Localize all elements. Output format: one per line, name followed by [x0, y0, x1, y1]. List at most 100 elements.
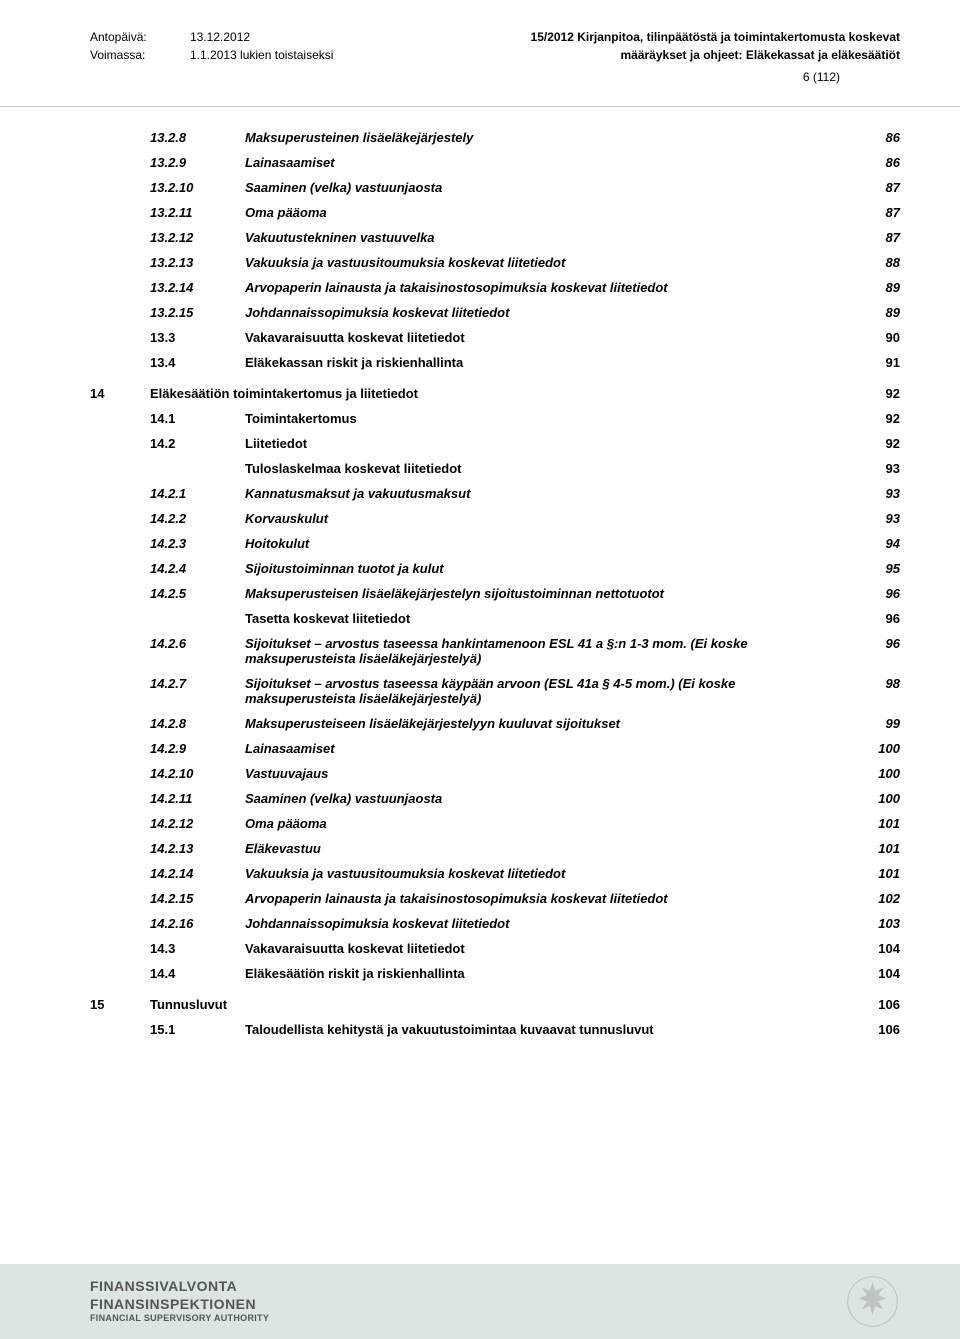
- toc-page-number: 96: [855, 611, 900, 626]
- toc-section-number: 15.1: [150, 1022, 245, 1037]
- toc-row: Tasetta koskevat liitetiedot96: [90, 606, 900, 631]
- toc-page-number: 96: [855, 636, 900, 651]
- toc-section-number: 14.2.14: [150, 866, 245, 881]
- footer-seal-icon: [845, 1274, 900, 1329]
- toc-page-number: 87: [855, 230, 900, 245]
- footer-line2: FINANSINSPEKTIONEN: [90, 1296, 269, 1314]
- footer-line3: FINANCIAL SUPERVISORY AUTHORITY: [90, 1313, 269, 1324]
- toc-page-number: 98: [855, 676, 900, 691]
- toc-page-number: 100: [855, 741, 900, 756]
- toc-row: 13.4Eläkekassan riskit ja riskienhallint…: [90, 350, 900, 375]
- toc-page-number: 101: [855, 841, 900, 856]
- toc-title: Vakavaraisuutta koskevat liitetiedot: [245, 330, 855, 345]
- toc-title: Vastuuvajaus: [245, 766, 855, 781]
- toc-page-number: 106: [855, 1022, 900, 1037]
- toc-page-number: 101: [855, 866, 900, 881]
- toc-section-number: 13.2.14: [150, 280, 245, 295]
- toc-title: Korvauskulut: [245, 511, 855, 526]
- toc-section-number: 14.2.9: [150, 741, 245, 756]
- toc-title: Hoitokulut: [245, 536, 855, 551]
- toc-row: 14.2.13Eläkevastuu101: [90, 836, 900, 861]
- toc-section-number: 14.1: [150, 411, 245, 426]
- toc-page-number: 93: [855, 486, 900, 501]
- toc-row: 14.2.14Vakuuksia ja vastuusitoumuksia ko…: [90, 861, 900, 886]
- toc-title: Arvopaperin lainausta ja takaisinostosop…: [245, 280, 855, 295]
- page-indicator: 6 (112): [90, 68, 900, 86]
- toc-title: Liitetiedot: [245, 436, 855, 451]
- toc-section-number: 14.2.11: [150, 791, 245, 806]
- toc-section-number: 13.3: [150, 330, 245, 345]
- toc-section-number: 14.2: [150, 436, 245, 451]
- toc-page-number: 94: [855, 536, 900, 551]
- toc-title: Johdannaissopimuksia koskevat liitetiedo…: [245, 916, 855, 931]
- doc-title-line1: 15/2012 Kirjanpitoa, tilinpäätöstä ja to…: [390, 28, 900, 46]
- toc-title: Maksuperusteiseen lisäeläkejärjestelyyn …: [245, 716, 855, 731]
- toc-page-number: 92: [855, 386, 900, 401]
- toc-section-number: 13.2.13: [150, 255, 245, 270]
- toc-title: Kannatusmaksut ja vakuutusmaksut: [245, 486, 855, 501]
- toc-row: 15.1Taloudellista kehitystä ja vakuutust…: [90, 1017, 900, 1042]
- table-of-contents: 13.2.8Maksuperusteinen lisäeläkejärjeste…: [0, 125, 960, 1042]
- toc-section-number: 13.2.15: [150, 305, 245, 320]
- toc-page-number: 95: [855, 561, 900, 576]
- toc-chapter-number: 15: [90, 997, 150, 1012]
- toc-title: Vakuuksia ja vastuusitoumuksia koskevat …: [245, 255, 855, 270]
- toc-section-number: 13.2.11: [150, 205, 245, 220]
- toc-row: 13.2.14Arvopaperin lainausta ja takaisin…: [90, 275, 900, 300]
- toc-section-number: 14.2.8: [150, 716, 245, 731]
- toc-row: 14.2Liitetiedot92: [90, 431, 900, 456]
- toc-chapter-number: 14: [90, 386, 150, 401]
- toc-page-number: 91: [855, 355, 900, 370]
- toc-row: 14.2.6Sijoitukset – arvostus taseessa ha…: [90, 631, 900, 671]
- toc-row: 14.2.9Lainasaamiset100: [90, 736, 900, 761]
- toc-row: 14.2.8Maksuperusteiseen lisäeläkejärjest…: [90, 711, 900, 736]
- toc-row: 13.2.15Johdannaissopimuksia koskevat lii…: [90, 300, 900, 325]
- toc-row: 13.2.11Oma pääoma87: [90, 200, 900, 225]
- toc-row: 14.2.16Johdannaissopimuksia koskevat lii…: [90, 911, 900, 936]
- valid-value: 1.1.2013 lukien toistaiseksi: [190, 46, 390, 64]
- toc-section-number: 14.2.1: [150, 486, 245, 501]
- toc-row: 15Tunnusluvut106: [90, 992, 900, 1017]
- toc-page-number: 101: [855, 816, 900, 831]
- toc-page-number: 93: [855, 461, 900, 476]
- toc-page-number: 96: [855, 586, 900, 601]
- toc-title: Maksuperusteinen lisäeläkejärjestely: [245, 130, 855, 145]
- toc-page-number: 89: [855, 305, 900, 320]
- toc-row: 14.2.12Oma pääoma101: [90, 811, 900, 836]
- toc-section-number: 14.2.15: [150, 891, 245, 906]
- toc-section-number: 14.2.2: [150, 511, 245, 526]
- toc-title: Eläkesäätiön riskit ja riskienhallinta: [245, 966, 855, 981]
- toc-section-number: 13.2.8: [150, 130, 245, 145]
- toc-title: Vakavaraisuutta koskevat liitetiedot: [245, 941, 855, 956]
- toc-title: Tasetta koskevat liitetiedot: [245, 611, 855, 626]
- toc-page-number: 89: [855, 280, 900, 295]
- toc-page-number: 104: [855, 941, 900, 956]
- toc-title: Tunnusluvut: [150, 997, 855, 1012]
- toc-title: Maksuperusteisen lisäeläkejärjestelyn si…: [245, 586, 855, 601]
- header-divider: [0, 106, 960, 107]
- toc-row: 14.2.3Hoitokulut94: [90, 531, 900, 556]
- toc-title: Sijoitukset – arvostus taseessa käypään …: [245, 676, 855, 706]
- toc-title: Eläkevastuu: [245, 841, 855, 856]
- toc-section-number: 14.2.7: [150, 676, 245, 691]
- toc-title: Arvopaperin lainausta ja takaisinostosop…: [245, 891, 855, 906]
- toc-section-number: 14.2.10: [150, 766, 245, 781]
- toc-title: Sijoitukset – arvostus taseessa hankinta…: [245, 636, 855, 666]
- toc-page-number: 100: [855, 766, 900, 781]
- toc-row: 14Eläkesäätiön toimintakertomus ja liite…: [90, 381, 900, 406]
- footer-logo-text: FINANSSIVALVONTA FINANSINSPEKTIONEN FINA…: [90, 1278, 269, 1324]
- toc-page-number: 90: [855, 330, 900, 345]
- toc-page-number: 87: [855, 180, 900, 195]
- toc-row: 14.2.11Saaminen (velka) vastuunjaosta100: [90, 786, 900, 811]
- toc-row: 14.3Vakavaraisuutta koskevat liitetiedot…: [90, 936, 900, 961]
- toc-title: Lainasaamiset: [245, 155, 855, 170]
- toc-row: 14.2.2Korvauskulut93: [90, 506, 900, 531]
- footer-bar: FINANSSIVALVONTA FINANSINSPEKTIONEN FINA…: [0, 1264, 960, 1339]
- toc-page-number: 87: [855, 205, 900, 220]
- toc-page-number: 102: [855, 891, 900, 906]
- toc-row: 14.2.5Maksuperusteisen lisäeläkejärjeste…: [90, 581, 900, 606]
- toc-row: Tuloslaskelmaa koskevat liitetiedot93: [90, 456, 900, 481]
- toc-title: Oma pääoma: [245, 205, 855, 220]
- toc-section-number: 14.2.13: [150, 841, 245, 856]
- toc-row: 13.2.13Vakuuksia ja vastuusitoumuksia ko…: [90, 250, 900, 275]
